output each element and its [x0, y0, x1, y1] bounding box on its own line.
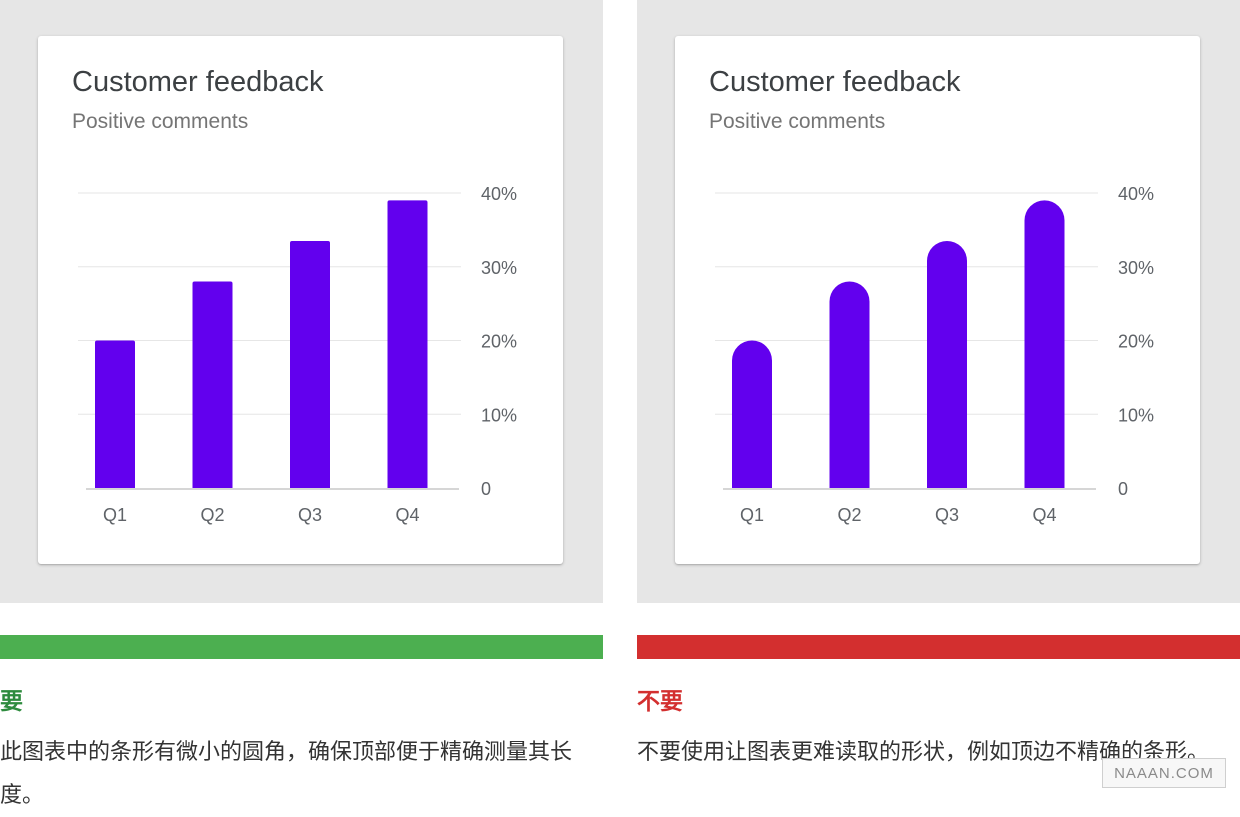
y-tick-label: 0 [481, 479, 491, 499]
example-stage: Customer feedback Positive comments 0 10%… [0, 0, 603, 603]
y-tick-label: 40% [481, 184, 517, 204]
y-tick-label: 0 [1118, 479, 1128, 499]
caption-title: 不要 [637, 689, 683, 715]
card-subtitle: Positive comments [72, 110, 249, 133]
bar [732, 340, 772, 489]
x-tick-label: Q3 [298, 505, 322, 525]
card-title: Customer feedback [709, 66, 961, 98]
caption-text: 此图表中的条形有微小的圆角，确保顶部便于精确测量其长度。 [0, 740, 573, 808]
do-panel: Customer feedback Positive comments 0 10%… [0, 0, 603, 817]
bar-chart: 0 10% 20% 30% 40% Q1 Q2 Q3 Q4 [715, 184, 1154, 525]
x-tick-label: Q4 [395, 505, 419, 525]
chart-card: Customer feedback Positive comments 0 10%… [675, 36, 1200, 564]
card-title: Customer feedback [72, 66, 324, 98]
x-tick-label: Q3 [935, 505, 959, 525]
x-tick-label: Q1 [740, 505, 764, 525]
x-tick-label: Q4 [1032, 505, 1056, 525]
dont-panel: Customer feedback Positive comments 0 10%… [637, 0, 1240, 774]
bar [1024, 200, 1065, 489]
example-stage: Customer feedback Positive comments 0 10%… [637, 0, 1240, 603]
bar [95, 340, 135, 489]
y-tick-label: 20% [1118, 332, 1154, 352]
y-tick-label: 10% [1118, 405, 1154, 425]
bar-chart: 0 10% 20% 30% 40% Q1 Q2 Q3 Q4 [78, 184, 517, 525]
y-tick-label: 10% [481, 405, 517, 425]
bar [290, 240, 330, 489]
x-tick-label: Q2 [837, 505, 861, 525]
card-subtitle: Positive comments [709, 110, 886, 133]
y-tick-label: 30% [1118, 258, 1154, 278]
chart-card: Customer feedback Positive comments 0 10%… [38, 36, 563, 564]
do-status-bar [0, 635, 603, 659]
y-tick-label: 40% [1118, 184, 1154, 204]
bar [192, 281, 233, 489]
bar [927, 240, 967, 489]
watermark-logo: NAAAN.COM [1102, 758, 1226, 788]
bar [829, 281, 870, 489]
x-tick-label: Q1 [103, 505, 127, 525]
dont-status-bar [637, 635, 1240, 659]
y-tick-label: 20% [481, 332, 517, 352]
x-tick-label: Q2 [200, 505, 224, 525]
caption-title: 要 [0, 689, 23, 715]
bar [387, 200, 428, 489]
y-tick-label: 30% [481, 258, 517, 278]
